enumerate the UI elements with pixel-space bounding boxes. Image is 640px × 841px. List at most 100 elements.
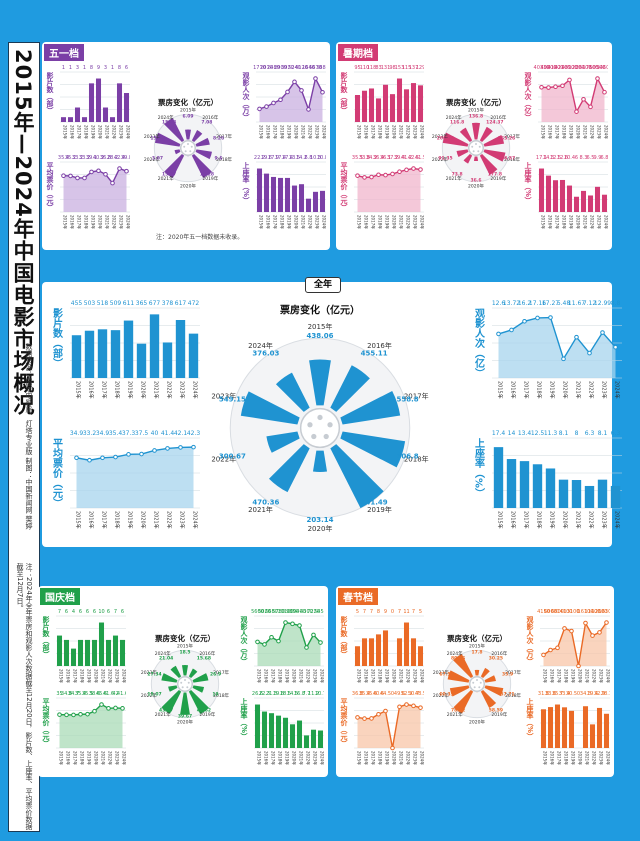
rose-petal: [453, 689, 474, 713]
hub-bolt: [183, 145, 186, 148]
point: [92, 708, 97, 713]
year-label: 2021年: [575, 381, 582, 399]
rose-petal: [473, 156, 479, 162]
point: [262, 642, 267, 647]
bar: [81, 117, 88, 122]
data-label: 36.8: [352, 691, 363, 697]
bar: [566, 185, 573, 212]
bar: [580, 190, 587, 212]
year-label: 2019年: [569, 215, 575, 229]
bar: [547, 706, 554, 748]
series-line: [541, 76, 606, 114]
source-note: 数据来源：国家电影局、灯塔专业版 制图：中国新闻网 樊婷: [25, 343, 33, 530]
year-label: 2020年: [98, 215, 104, 229]
data-label: 36.6: [470, 178, 481, 184]
series-line: [59, 703, 123, 716]
year-label: 2024年: [604, 125, 609, 139]
year-label: 2019年: [91, 125, 97, 139]
point: [496, 331, 501, 337]
data-label: 13.72: [503, 300, 520, 307]
data-label: 78.22: [451, 707, 465, 713]
point: [255, 639, 260, 645]
data-label: 35.5: [352, 155, 363, 161]
metric-label: 影片数（部）: [42, 615, 51, 658]
data-label: 83: [375, 65, 381, 71]
data-label: 10.8: [317, 155, 326, 161]
bar: [573, 196, 580, 212]
data-label: 7: [398, 609, 401, 615]
point: [369, 174, 374, 180]
bar: [368, 88, 375, 122]
year-label: 2017年: [73, 669, 79, 683]
year-label: 2021年: [299, 751, 305, 765]
wheel-hub: [299, 407, 341, 449]
year-label: 2020年: [576, 125, 582, 139]
data-label: 37.2: [387, 155, 398, 161]
year-label: 2021年: [399, 125, 405, 139]
chart-price-annual: 平均票价（元） 34.9 33.2 34.9 35.4 37.3 37.5 40 41.4 42.…: [50, 422, 204, 552]
chart-box-office: 2015年 6.09 2016年 7.08 2017年 8.26 2018年 9.6 2019年…: [133, 83, 243, 203]
year-label: 2017年: [371, 125, 377, 139]
chart-counts: 影片数（部） 7 6 4 6 6 6 10 6 7 6 2015年 2016年 2017年 2018年 201…: [42, 604, 126, 694]
hub-bolt: [472, 681, 475, 684]
point: [567, 77, 572, 83]
year-label: 2019年: [367, 505, 392, 514]
data-label: 6.8: [601, 155, 608, 161]
point: [103, 171, 108, 177]
year-label: 2021年: [155, 711, 171, 718]
data-label: 7.7: [303, 691, 311, 697]
year-label: 2019年: [287, 125, 293, 139]
data-label: 33.6: [545, 691, 556, 697]
year-label: 2021年: [399, 215, 405, 229]
point: [613, 344, 618, 350]
point: [285, 89, 290, 95]
year-label: 2024年: [126, 215, 131, 229]
bar: [552, 180, 559, 212]
chart-counts: 影片数（部） 95 110 118 83 131 98 153 115 137 129 2015年 20…: [340, 60, 424, 150]
data-label: 37.5: [135, 430, 149, 437]
year-label: 2015年: [357, 751, 363, 765]
point: [418, 704, 423, 710]
year-label: 2019年: [571, 669, 577, 683]
year-label: 2022年: [592, 669, 598, 683]
year-label: 2024年: [155, 649, 171, 656]
bar: [56, 635, 63, 666]
data-label: 57.71: [500, 691, 514, 697]
year-label: 2015年: [257, 751, 263, 765]
data-label: 5020: [258, 609, 271, 615]
bar: [305, 198, 312, 212]
year-label: 2015年: [259, 215, 265, 229]
data-label: 40.2: [93, 155, 104, 161]
data-label: 41.6: [117, 691, 126, 697]
bar: [109, 117, 116, 122]
bar: [596, 707, 603, 748]
data-label: 677: [149, 300, 161, 307]
rose-petal: [164, 117, 185, 142]
data-label: 16100: [578, 609, 594, 615]
year-label: 2016年: [490, 114, 506, 121]
data-label: 41000: [548, 65, 564, 71]
data-label: 8: [575, 430, 579, 437]
rose-petal: [453, 653, 474, 678]
bar: [112, 635, 119, 666]
bar: [375, 634, 382, 666]
year-label: 2021年: [101, 751, 107, 765]
rose-petal: [330, 365, 370, 412]
point: [355, 173, 360, 178]
metric-label: 观影人次（亿）: [524, 71, 533, 121]
bar: [382, 84, 389, 122]
year-label: 2018年: [114, 381, 121, 399]
rose-petal: [330, 444, 384, 509]
year-label: 2017年: [273, 125, 279, 139]
year-label: 2021年: [583, 125, 589, 139]
point: [87, 457, 92, 463]
data-label: 300.67: [219, 452, 246, 460]
area: [357, 704, 421, 748]
year-label: 2015年: [357, 125, 363, 139]
year-label: 2024年: [122, 669, 127, 683]
data-label: 33.9: [502, 671, 513, 677]
year-label: 2015年: [541, 125, 547, 139]
bar: [568, 710, 575, 748]
footnote: 注：2024年全年票房和观影人次数据截至12月20日，影片数、上座率、平均票价数…: [16, 563, 33, 830]
data-label: 6: [121, 609, 124, 615]
